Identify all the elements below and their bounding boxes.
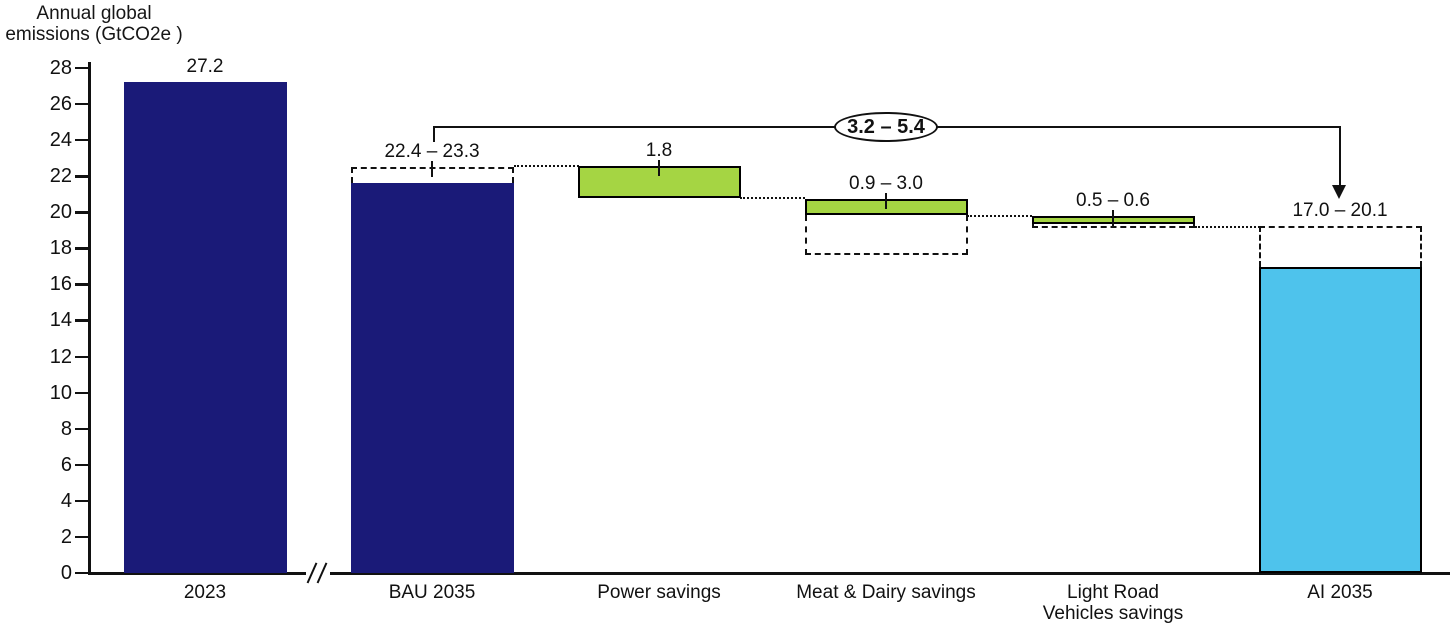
y-axis-tick-label: 26 (49, 92, 72, 115)
y-axis-tick-label: 6 (60, 453, 72, 476)
y-axis-title: Annual global emissions (GtCO2e ) (0, 3, 188, 45)
bar-value-tick-power-savings (658, 160, 660, 177)
y-axis-tick (75, 535, 88, 539)
y-axis-tick-label: 12 (49, 345, 72, 368)
y-axis-tick-label: 10 (49, 381, 72, 404)
y-axis-title-line2: emissions (GtCO2e ) (5, 24, 183, 45)
y-axis-tick-label: 28 (49, 56, 72, 79)
y-axis-tick-label: 2 (60, 525, 72, 548)
bar-range-dashed-box-light-road-vehicles-savings (1031, 223, 1195, 229)
bracket-arrowhead-icon (1332, 185, 1346, 199)
x-axis-category-label-power-savings: Power savings (597, 582, 721, 603)
bar-value-tick-bau-2035 (431, 161, 433, 178)
y-axis-line (88, 62, 91, 575)
x-axis-category-label-meat-dairy-savings: Meat & Dairy savings (796, 582, 976, 603)
connector-dotted-line (1195, 226, 1260, 228)
y-axis-tick (75, 427, 88, 431)
y-axis-tick (75, 463, 88, 467)
total-savings-ellipse: 3.2 – 5.4 (834, 112, 938, 142)
y-axis-title-line1: Annual global (36, 3, 152, 24)
connector-dotted-line (740, 197, 805, 199)
y-axis-tick (75, 319, 88, 322)
x-axis-category-label-2023: 2023 (183, 582, 227, 603)
bracket-arrow-shaft (1339, 126, 1341, 187)
bar-value-label-meat-dairy-savings: 0.9 – 3.0 (849, 172, 923, 194)
bar-value-label-power-savings: 1.8 (645, 140, 673, 162)
y-axis-tick-label: 14 (49, 309, 72, 332)
x-axis-category-label-bau-2035: BAU 2035 (388, 582, 476, 603)
bar-value-tick-meat-dairy-savings (885, 192, 887, 209)
y-axis-tick (75, 572, 88, 575)
bar-value-tick-light-road-vehicles-savings (1112, 209, 1114, 226)
x-axis-category-label-light-road-vehicles-savings: Light Road (1067, 582, 1159, 603)
x-axis-break-gap (306, 570, 330, 577)
x-axis-line (88, 572, 1450, 575)
y-axis-tick (75, 66, 88, 70)
bar-range-dashed-box-meat-dairy-savings (804, 214, 968, 256)
x-axis-category-label-light-road-vehicles-savings: Vehicles savings (1042, 603, 1184, 624)
bar-value-label-2023: 27.2 (186, 56, 224, 78)
bar-value-label-bau-2035: 22.4 – 23.3 (384, 141, 480, 163)
bar-value-label-ai-2035: 17.0 – 20.1 (1292, 199, 1388, 221)
y-axis-tick-label: 16 (49, 273, 72, 296)
bracket-left-tick (433, 126, 435, 142)
y-axis-tick (75, 499, 88, 503)
x-axis-category-label-ai-2035: AI 2035 (1307, 582, 1373, 603)
y-axis-tick (75, 391, 88, 394)
y-axis-tick (75, 247, 88, 250)
y-axis-tick-label: 18 (49, 237, 72, 260)
y-axis-tick-label: 0 (60, 562, 72, 584)
y-axis-tick (75, 175, 88, 178)
connector-dotted-line (967, 215, 1032, 217)
y-axis-tick (75, 211, 88, 214)
y-axis-tick (75, 102, 88, 106)
bar-bau-2035 (350, 183, 514, 573)
y-axis-tick-label: 22 (49, 165, 72, 188)
bar-value-label-light-road-vehicles-savings: 0.5 – 0.6 (1076, 189, 1150, 211)
y-axis-tick-label: 4 (60, 489, 72, 512)
y-axis-tick (75, 355, 88, 358)
connector-dotted-line (514, 165, 579, 167)
bar-range-dashed-box-ai-2035 (1258, 225, 1422, 268)
y-axis-tick-label: 8 (60, 417, 72, 440)
bar-2023 (123, 82, 287, 573)
y-axis-tick-label: 20 (49, 201, 72, 224)
bar-ai-2035 (1258, 267, 1422, 573)
y-axis-tick-label: 24 (49, 129, 72, 152)
y-axis-tick (75, 283, 88, 286)
y-axis-tick (75, 139, 88, 142)
